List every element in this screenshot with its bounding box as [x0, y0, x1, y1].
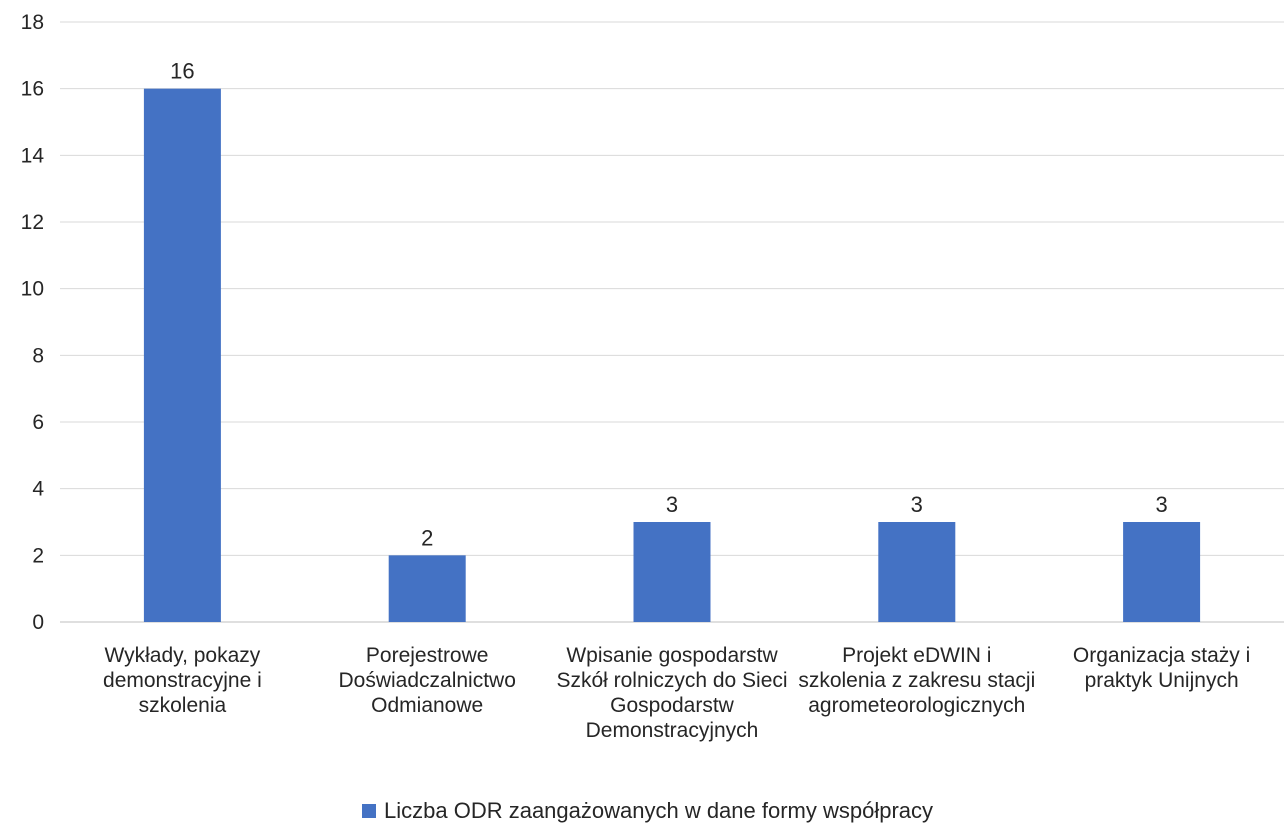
data-label: 16: [170, 59, 194, 84]
x-category-label: agrometeorologicznych: [808, 694, 1025, 717]
bar: [633, 522, 711, 622]
x-category-label: Porejestrowe: [366, 644, 489, 667]
legend: Liczba ODR zaangażowanych w dane formy w…: [362, 798, 933, 823]
x-category-label: Wykłady, pokazy: [104, 644, 260, 667]
y-axis-ticks: 0 2 4 6 8 10 12 14 16 18: [21, 11, 45, 634]
x-category-label: Wpisanie gospodarstw: [566, 644, 778, 667]
y-tick-label: 0: [32, 611, 44, 634]
bar: [388, 555, 466, 622]
x-category-label: praktyk Unijnych: [1085, 669, 1239, 692]
x-category-label: Organizacja staży i: [1073, 644, 1250, 667]
y-tick-label: 16: [21, 78, 44, 101]
y-tick-label: 12: [21, 211, 44, 234]
x-category-label: Odmianowe: [371, 694, 483, 717]
legend-swatch: [362, 804, 376, 818]
x-category-label: Gospodarstw: [610, 694, 735, 717]
x-category-label: szkolenia: [139, 694, 227, 717]
legend-label: Liczba ODR zaangażowanych w dane formy w…: [384, 798, 933, 823]
gridlines: [60, 21, 1284, 623]
y-tick-label: 10: [21, 278, 44, 301]
bar: [878, 522, 956, 622]
y-tick-label: 4: [32, 478, 44, 501]
y-tick-label: 8: [32, 344, 44, 367]
y-tick-label: 6: [32, 411, 44, 434]
y-tick-label: 18: [21, 11, 44, 34]
x-category-label: demonstracyjne i: [103, 669, 262, 692]
data-label: 3: [911, 492, 923, 517]
data-label: 3: [1155, 492, 1167, 517]
bar: [143, 88, 221, 622]
bar: [1123, 522, 1201, 622]
x-category-label: szkolenia z zakresu stacji: [798, 669, 1035, 692]
data-label: 3: [666, 492, 678, 517]
x-category-label: Szkół rolniczych do Sieci: [556, 669, 787, 692]
x-category-label: Demonstracyjnych: [586, 719, 759, 742]
x-category-label: Projekt eDWIN i: [842, 644, 991, 667]
y-tick-label: 2: [32, 544, 44, 567]
data-label: 2: [421, 525, 433, 550]
bars: [143, 88, 1201, 622]
y-tick-label: 14: [21, 144, 45, 167]
data-labels: 16 2 3 3 3: [170, 59, 1168, 551]
x-category-label: Doświadczalnictwo: [338, 669, 515, 692]
